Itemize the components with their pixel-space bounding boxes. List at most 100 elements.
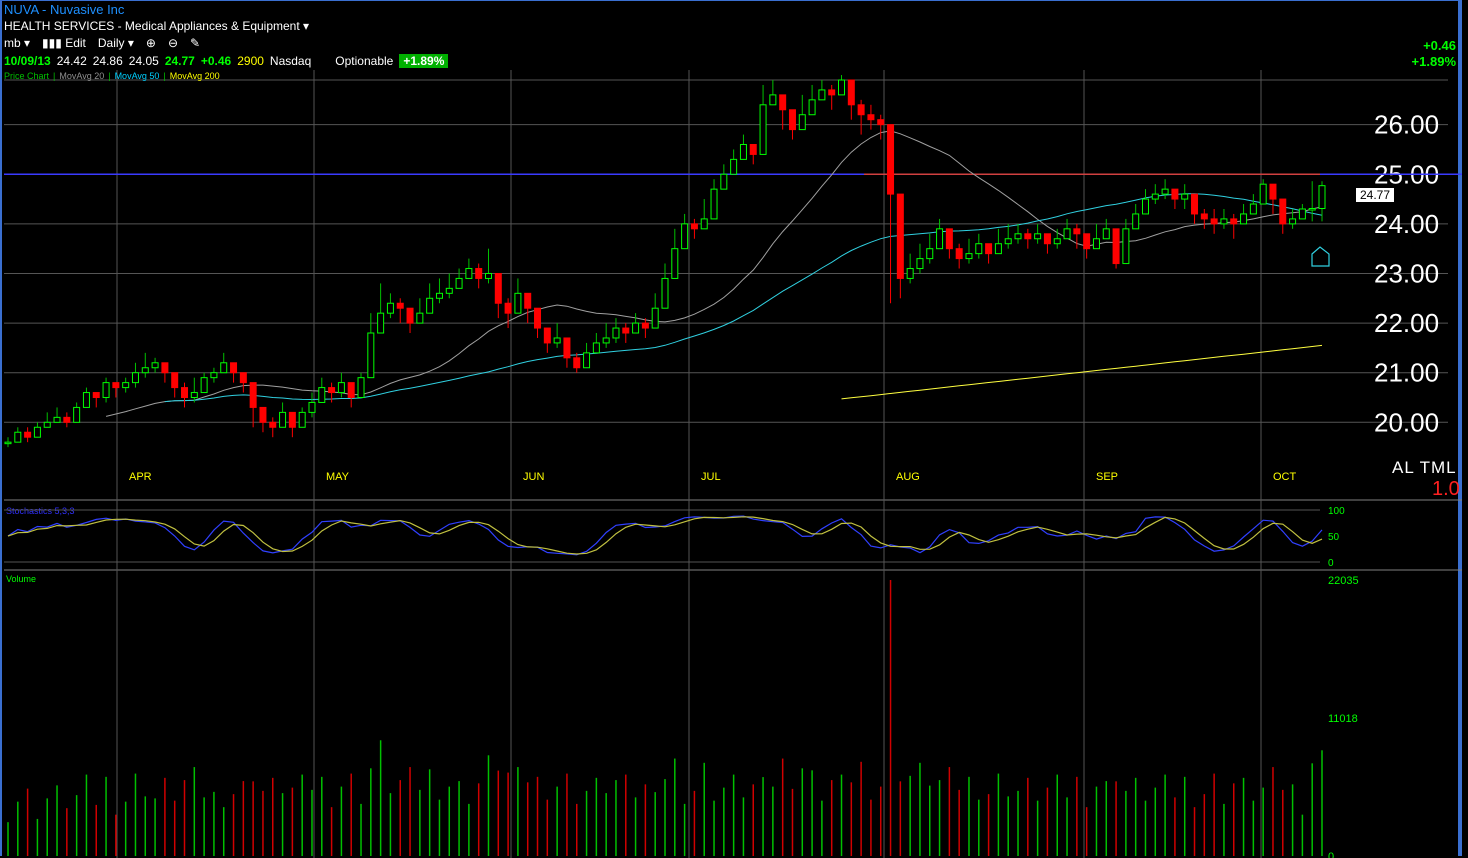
candle-body <box>347 382 355 399</box>
candle-body <box>563 337 571 359</box>
quote-exchange: Nasdaq <box>269 54 312 68</box>
candle-body <box>1122 228 1130 265</box>
candle-body <box>690 223 698 230</box>
legend-movavg50[interactable]: MovAvg 50 <box>114 71 160 81</box>
altml-indicator[interactable]: AL TML <box>1392 458 1457 478</box>
candle-body <box>769 94 777 106</box>
candle-body <box>308 401 316 413</box>
candle-body <box>239 372 247 384</box>
movavg50-line <box>164 193 1323 403</box>
price-tick-label: 26.00 <box>1374 110 1439 140</box>
optionable-label: Optionable <box>335 54 394 68</box>
quote-open: 24.42 <box>56 54 87 68</box>
zoom-in-icon[interactable]: ⊕ <box>145 36 156 50</box>
candle-body <box>602 337 610 344</box>
candle-body <box>985 243 993 255</box>
candle-body <box>151 362 159 369</box>
candle-body <box>1004 238 1012 245</box>
candle-body <box>1308 207 1316 211</box>
candle-body <box>416 312 424 324</box>
candle-body <box>622 327 630 334</box>
candle-body <box>916 258 924 270</box>
period-dropdown[interactable]: Daily ▾ <box>97 36 134 50</box>
candle-body <box>1220 218 1228 225</box>
candle-body <box>288 411 296 428</box>
candle-body <box>661 277 669 309</box>
month-label: OCT <box>1273 471 1297 483</box>
candle-body <box>230 362 238 374</box>
candle-body <box>190 392 198 399</box>
candle-body <box>936 228 944 250</box>
candle-body <box>641 322 649 329</box>
candle-body <box>220 362 228 374</box>
quote-bar: 10/09/13 24.42 24.86 24.05 24.77 +0.46 2… <box>4 54 449 68</box>
candle-body <box>249 382 257 408</box>
profile-dropdown[interactable]: mb ▾ <box>4 36 31 50</box>
price-tick-label: 20.00 <box>1374 407 1439 437</box>
candle-body <box>700 218 708 230</box>
quote-low: 24.05 <box>128 54 159 68</box>
candle-body <box>112 382 120 389</box>
candle-body <box>1269 183 1277 200</box>
candle-body <box>838 79 846 96</box>
zoom-out-icon[interactable]: ⊖ <box>167 36 179 50</box>
candle-body <box>1171 188 1179 200</box>
edit-button[interactable]: ▮▮▮ Edit <box>42 36 86 50</box>
candle-body <box>1210 218 1218 225</box>
candle-body <box>887 124 895 195</box>
candle-body <box>877 119 885 126</box>
candle-body <box>583 352 591 369</box>
candle-body <box>543 327 551 344</box>
movavg200-line <box>841 344 1323 400</box>
legend-price-chart[interactable]: Price Chart <box>4 71 50 81</box>
candle-body <box>279 411 287 428</box>
candle-body <box>1014 233 1022 240</box>
candle-body <box>73 406 81 423</box>
candle-body <box>926 248 934 260</box>
draw-tool-icon[interactable]: ✎ <box>190 36 201 50</box>
pct-change-badge: +1.89% <box>399 54 449 68</box>
candle-body <box>1279 198 1287 225</box>
candle-body <box>1024 233 1032 240</box>
candle-body <box>1181 193 1189 200</box>
stoch-d-line <box>7 516 1323 555</box>
period-label: Daily <box>97 36 125 50</box>
industry-dropdown-icon[interactable]: ▾ <box>303 19 310 33</box>
bars-icon: ▮▮▮ <box>42 36 62 50</box>
stoch-label: Stochastics 5,3,3 <box>6 506 75 516</box>
candle-body <box>1063 228 1071 240</box>
edit-label: Edit <box>65 36 86 50</box>
volume-tick-label: 11018 <box>1328 713 1358 725</box>
candle-body <box>524 292 532 309</box>
candle-body <box>161 362 169 374</box>
candle-body <box>573 357 581 369</box>
legend-movavg200[interactable]: MovAvg 200 <box>169 71 220 81</box>
candle-body <box>92 392 100 399</box>
candle-body <box>632 322 640 334</box>
month-label: APR <box>129 471 152 483</box>
candle-body <box>1102 228 1110 240</box>
candle-body <box>749 143 757 155</box>
quote-high: 24.86 <box>92 54 123 68</box>
quote-change: +0.46 <box>200 54 232 68</box>
legend-movavg20[interactable]: MovAvg 20 <box>59 71 105 81</box>
candle-body <box>33 426 41 438</box>
candle-body <box>82 392 90 408</box>
candle-body <box>337 382 345 394</box>
pct-change-right: +1.89% <box>1411 54 1456 69</box>
profile-label: mb <box>4 36 21 50</box>
candle-body <box>406 307 414 324</box>
candle-body <box>455 277 463 289</box>
candle-body <box>612 327 620 339</box>
candle-body <box>1191 193 1199 215</box>
candle-body <box>435 292 443 299</box>
candle-body <box>739 143 747 160</box>
candle-body <box>994 243 1002 255</box>
industry-text: HEALTH SERVICES - Medical Appliances & E… <box>4 19 300 33</box>
candle-body <box>269 421 277 428</box>
month-label: JUL <box>701 471 721 483</box>
candle-body <box>328 387 336 394</box>
price-tick-label: 21.00 <box>1374 358 1439 388</box>
candle-body <box>171 372 179 389</box>
